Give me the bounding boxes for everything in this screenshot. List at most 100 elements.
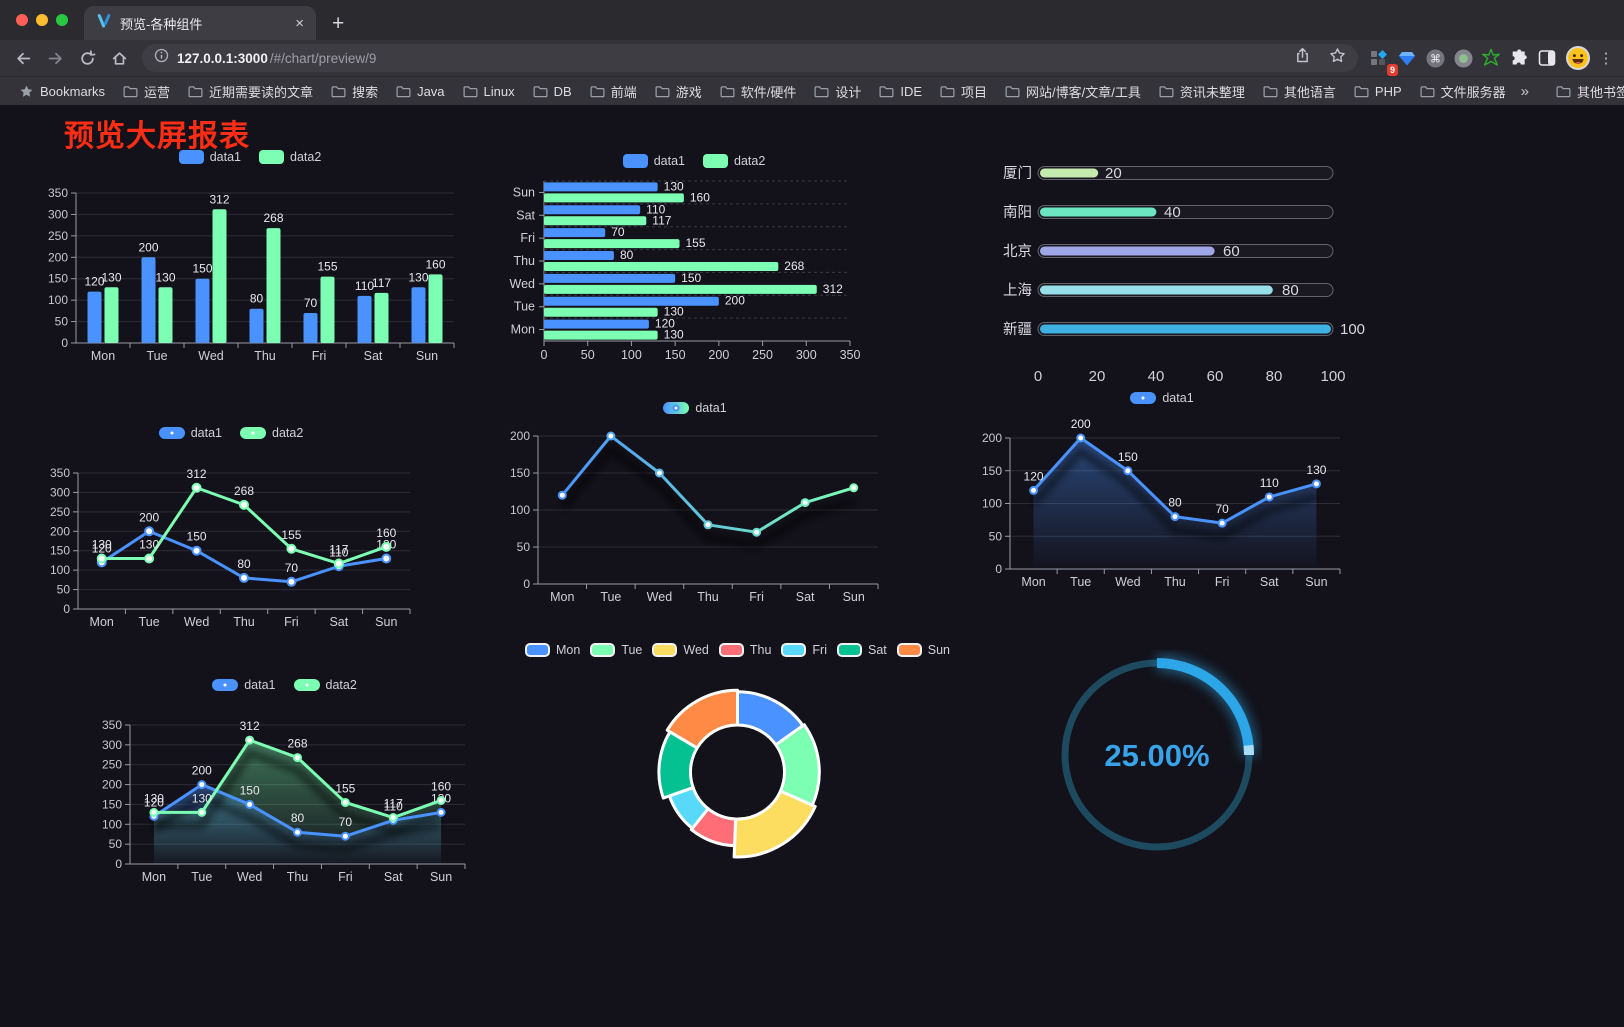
bookmark-folder-label: 近期需要读的文章 (209, 84, 314, 100)
svg-text:Sat: Sat (516, 208, 535, 222)
legend-item[interactable]: data2 (293, 678, 357, 692)
minimize-window-button[interactable] (36, 14, 48, 26)
legend-item[interactable]: Sun (896, 643, 950, 657)
zoom-window-button[interactable] (56, 14, 68, 26)
svg-text:0: 0 (995, 562, 1002, 576)
record-extension-icon[interactable] (1450, 45, 1476, 71)
bookmark-folder-item[interactable]: 游戏 (646, 80, 711, 102)
bookmark-folder-item[interactable]: Linux (454, 80, 524, 102)
svg-text:155: 155 (335, 781, 355, 795)
bookmark-folder-item[interactable]: 其他语言 (1254, 80, 1345, 102)
svg-text:130: 130 (1306, 463, 1326, 477)
legend-item[interactable]: data2 (703, 154, 765, 168)
svg-text:130: 130 (92, 537, 112, 551)
legend-item[interactable]: Thu (718, 643, 771, 657)
bookmark-folder-item[interactable]: 网站/博客/文章/工具 (996, 80, 1150, 102)
gem-extension-icon[interactable] (1394, 45, 1420, 71)
legend-item[interactable]: Tue (590, 643, 642, 657)
legend-item[interactable]: data1 (158, 426, 222, 440)
svg-text:上海: 上海 (1003, 282, 1032, 299)
bookmarks-manager-item[interactable]: Bookmarks (10, 80, 114, 102)
browser-menu-icon[interactable]: ⋮ (1598, 50, 1614, 67)
new-tab-button[interactable]: + (332, 12, 345, 35)
svg-text:Sun: Sun (416, 349, 438, 363)
bookmark-folder-item[interactable]: 运营 (114, 80, 179, 102)
bookmark-folder-label: 软件/硬件 (740, 84, 797, 100)
svg-text:155: 155 (281, 528, 301, 542)
bookmark-folder-item[interactable]: 搜索 (322, 80, 387, 102)
svg-text:Sun: Sun (843, 590, 865, 604)
bookmark-star-icon[interactable] (1329, 47, 1346, 69)
svg-text:Sun: Sun (513, 185, 535, 199)
svg-text:Fri: Fri (520, 231, 535, 245)
bookmark-folder-item[interactable]: 近期需要读的文章 (179, 80, 322, 102)
svg-text:110: 110 (384, 799, 403, 813)
browser-tab[interactable]: 预览-各种组件 × (84, 6, 316, 40)
svg-text:40: 40 (1164, 204, 1181, 221)
svg-text:Wed: Wed (647, 590, 673, 604)
share-icon[interactable] (1294, 47, 1311, 69)
close-window-button[interactable] (16, 14, 28, 26)
bookmark-folder-item[interactable]: PHP (1345, 80, 1411, 102)
bookmark-folder-item[interactable]: 项目 (931, 80, 996, 102)
bookmark-folder-item[interactable]: 设计 (805, 80, 870, 102)
svg-text:350: 350 (840, 348, 861, 362)
legend-item[interactable]: Mon (524, 643, 580, 657)
command-extension-icon[interactable]: ⌘ (1422, 45, 1448, 71)
back-button[interactable] (8, 44, 38, 72)
legend-item[interactable]: Sat (837, 643, 887, 657)
svg-text:300: 300 (796, 348, 817, 362)
bookmark-folder-list: 运营 近期需要读的文章 搜索 Java Linux DB 前端 游戏 软件/硬件 设计 IDE 项目 网… (114, 80, 1515, 102)
svg-text:150: 150 (50, 544, 70, 558)
bookmarks-overflow-chevron[interactable]: » (1520, 82, 1530, 100)
legend-item[interactable]: data1 (212, 678, 276, 692)
profile-avatar[interactable] (1566, 46, 1590, 70)
legend-item[interactable]: data2 (240, 426, 303, 440)
svg-text:Sun: Sun (430, 870, 452, 884)
green-star-extension-icon[interactable] (1478, 45, 1504, 71)
extensions-puzzle-icon[interactable] (1506, 45, 1532, 71)
bookmark-folder-item[interactable]: IDE (870, 80, 931, 102)
bookmark-folder-item[interactable]: 文件服务器 (1411, 80, 1515, 102)
svg-text:312: 312 (240, 719, 260, 733)
bookmark-folder-item[interactable]: 软件/硬件 (711, 80, 806, 102)
bookmark-folder-item[interactable]: 资讯未整理 (1150, 80, 1254, 102)
bookmark-folder-item[interactable]: DB (524, 80, 581, 102)
svg-text:Fri: Fri (1215, 575, 1230, 589)
bookmark-folder-label: 资讯未整理 (1179, 84, 1245, 100)
legend-item[interactable]: data2 (259, 150, 321, 164)
chart-line-gradient: data1 0 50 100 150 200 Mon Tue Wed Thu Fri Sat Sun (500, 398, 890, 610)
address-bar[interactable]: 127.0.0.1:3000/#/chart/preview/9 (142, 44, 1358, 72)
split-view-icon[interactable] (1534, 45, 1560, 71)
legend-item[interactable]: data1 (178, 150, 241, 164)
svg-text:130: 130 (664, 305, 684, 319)
legend-item[interactable]: data1 (622, 154, 685, 168)
other-bookmarks-item[interactable]: 其他书签 (1547, 80, 1624, 102)
svg-text:130: 130 (664, 328, 684, 342)
legend-item[interactable]: Wed (652, 643, 709, 657)
svg-text:300: 300 (50, 485, 70, 499)
site-info-icon[interactable] (154, 48, 169, 68)
bookmark-folder-item[interactable]: 前端 (581, 80, 646, 102)
svg-text:Fri: Fri (338, 870, 353, 884)
forward-button[interactable] (40, 44, 70, 72)
chart-legend: data1 (972, 388, 1352, 408)
home-button[interactable] (104, 44, 134, 72)
window-controls[interactable] (0, 14, 84, 26)
svg-text:120: 120 (1024, 469, 1044, 483)
chart-legend: data1 (500, 398, 890, 418)
legend-item[interactable]: data1 (663, 401, 727, 415)
legend-item[interactable]: data1 (1130, 391, 1194, 405)
svg-text:Wed: Wed (184, 615, 210, 629)
tampermonkey-extension-icon[interactable]: 9 (1366, 45, 1398, 76)
reload-button[interactable] (72, 44, 102, 72)
browser-toolbar: 127.0.0.1:3000/#/chart/preview/9 9 ⌘ (0, 40, 1624, 76)
tab-close-icon[interactable]: × (295, 14, 304, 32)
legend-item[interactable]: Fri (781, 643, 827, 657)
svg-text:268: 268 (234, 484, 254, 498)
bookmark-folder-label: 其他语言 (1283, 84, 1336, 100)
svg-text:155: 155 (686, 236, 706, 250)
bookmark-folder-item[interactable]: Java (387, 80, 453, 102)
svg-text:50: 50 (55, 315, 69, 329)
svg-text:Fri: Fri (749, 590, 764, 604)
